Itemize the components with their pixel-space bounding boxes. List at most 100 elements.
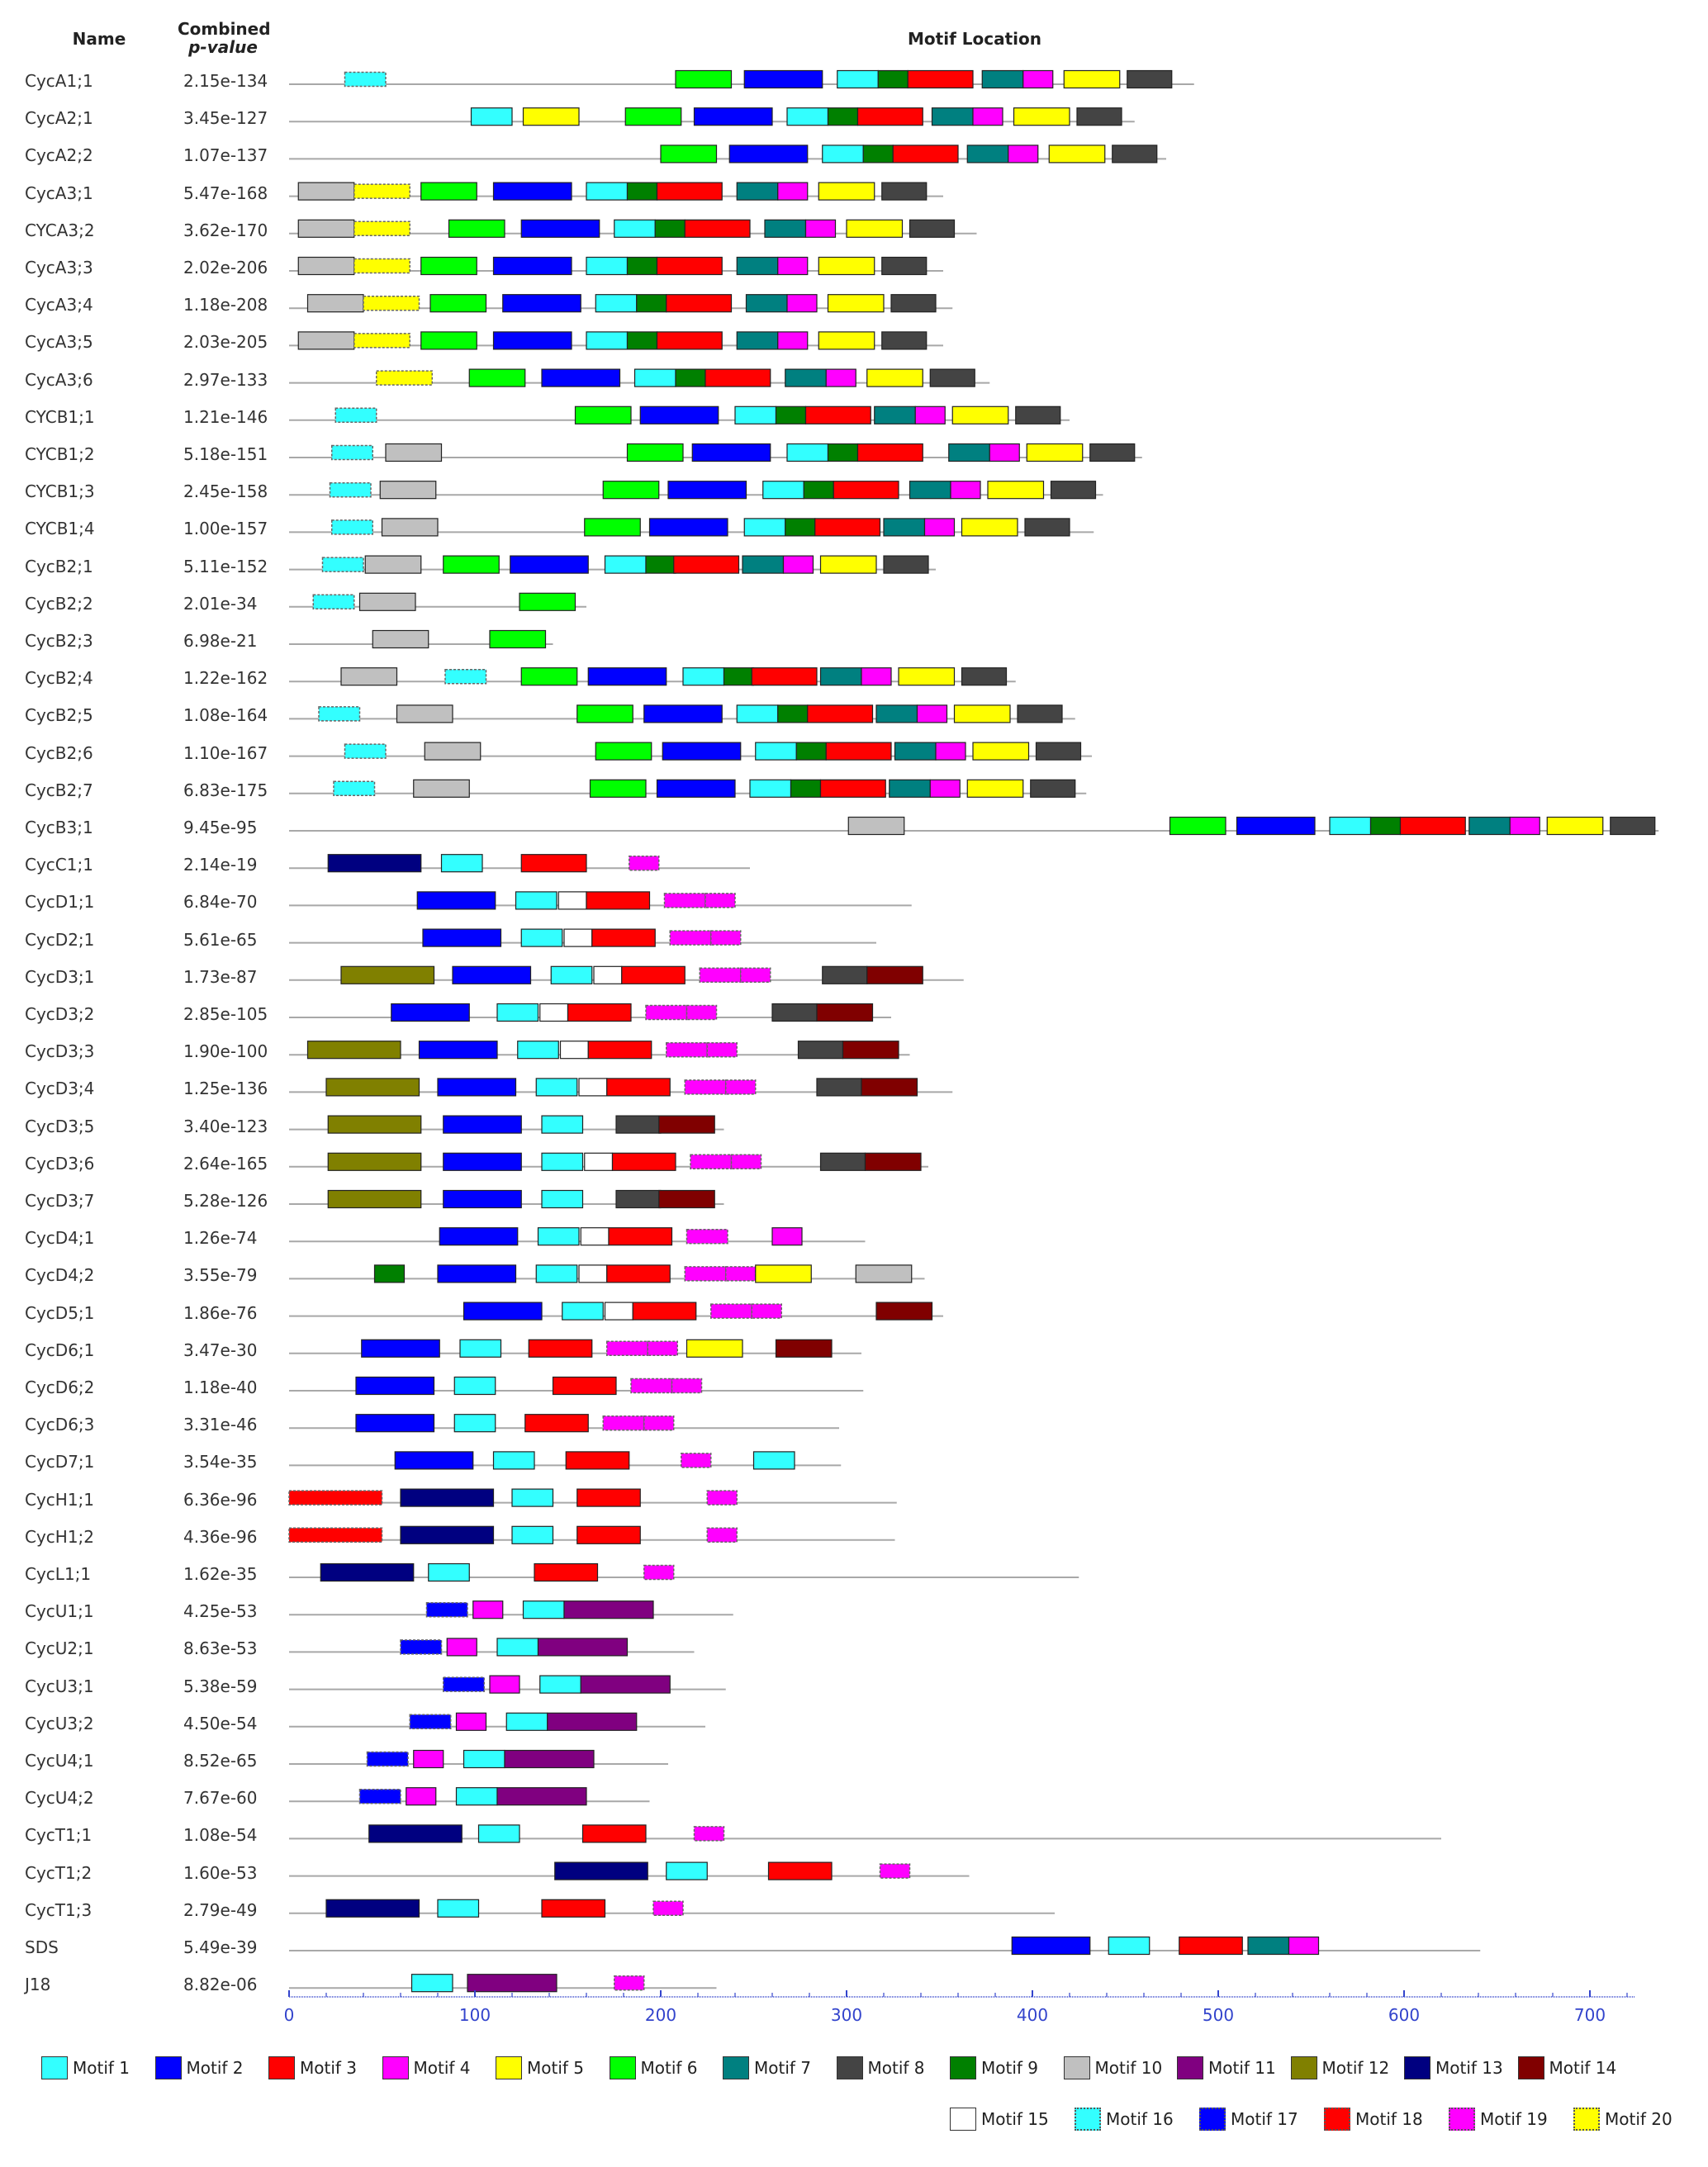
motif-box [1288, 1936, 1320, 1956]
motif-box [866, 965, 923, 984]
gene-name: CycD6;3 [25, 1415, 95, 1435]
motif-box [353, 258, 410, 274]
motif-box [666, 294, 733, 313]
motif-box [519, 592, 576, 611]
motif-box [856, 107, 923, 126]
gene-name: CycC1;1 [25, 855, 93, 875]
motif-box [320, 1562, 415, 1582]
motif-box [574, 405, 632, 424]
gene-name: CycB2;2 [25, 593, 93, 614]
motif-box [909, 219, 956, 238]
motif-box [785, 518, 816, 537]
motif-box [914, 405, 946, 424]
motif-box [636, 294, 667, 313]
motif-box [355, 1414, 435, 1433]
motif-box [606, 1340, 648, 1357]
motif-box [443, 555, 500, 574]
gene-name: CycU4;2 [25, 1788, 94, 1809]
gene-pvalue: 3.55e-79 [183, 1265, 258, 1286]
motif-box [522, 107, 580, 126]
motif-box [827, 107, 859, 126]
motif-box [448, 219, 505, 238]
motif-box [1236, 816, 1316, 836]
motif-box [344, 743, 387, 759]
gene-name: CycU3;2 [25, 1713, 94, 1733]
motif-box [833, 481, 899, 500]
legend-label: Motif 18 [1355, 2109, 1423, 2129]
gene-pvalue: 2.15e-134 [183, 71, 268, 91]
gene-pvalue: 1.08e-54 [183, 1825, 258, 1846]
motif-box [353, 333, 410, 349]
legend-item: Motif 14 [1517, 2056, 1617, 2079]
motif-box [358, 592, 416, 611]
gene-name: CycB2;5 [25, 705, 93, 726]
legend-label: Motif 10 [1094, 2058, 1163, 2078]
legend-swatch [836, 2056, 863, 2079]
legend-label: Motif 4 [413, 2058, 471, 2078]
motif-box [764, 219, 807, 238]
motif-box [961, 518, 1018, 537]
motif-box [443, 1152, 522, 1171]
gene-pvalue: 5.18e-151 [183, 444, 268, 464]
motif-box [877, 69, 909, 89]
gene-pvalue: 3.47e-30 [183, 1340, 258, 1360]
motif-box [453, 1414, 496, 1433]
motif-box [541, 1152, 584, 1171]
gene-pvalue: 5.11e-152 [183, 556, 268, 576]
motif-box [795, 742, 827, 761]
motif-box [595, 294, 638, 313]
motif-box [777, 182, 809, 201]
motif-box [961, 667, 1008, 686]
motif-box [413, 1749, 444, 1769]
motif-box [890, 294, 937, 313]
motif-box [775, 1339, 833, 1358]
motif-box [515, 891, 557, 910]
motif-box [505, 1712, 548, 1731]
motif-box [443, 1189, 522, 1209]
pvalue-column-header: Combined p-value [178, 20, 271, 56]
motif-box [667, 481, 747, 500]
legend-item: Motif 15 [950, 2108, 1049, 2131]
motif-box [931, 107, 974, 126]
motif-box [334, 407, 377, 424]
motif-box [492, 331, 572, 350]
motif-box [740, 967, 771, 984]
gene-pvalue: 1.22e-162 [183, 668, 268, 689]
motif-box [355, 1376, 435, 1396]
gene-name: CycU3;1 [25, 1676, 94, 1696]
gene-pvalue: 1.26e-74 [183, 1228, 258, 1249]
gene-pvalue: 3.62e-170 [183, 220, 268, 240]
gene-pvalue: 5.61e-65 [183, 929, 258, 950]
motif-box [736, 331, 779, 350]
gene-name: CycL1;1 [25, 1564, 92, 1584]
motif-box [929, 779, 961, 798]
legend-swatch [154, 2056, 182, 2079]
motif-box [595, 742, 652, 761]
legend-item: Motif 10 [1063, 2056, 1163, 2079]
motif-box [643, 1415, 675, 1431]
gene-pvalue: 1.60e-53 [183, 1862, 258, 1883]
motif-box [528, 1339, 593, 1358]
motif-box [591, 928, 656, 947]
motif-box [705, 368, 771, 387]
motif-box [379, 481, 437, 500]
motif-box [321, 557, 364, 572]
motif-box [723, 667, 755, 686]
motif-box [288, 1527, 383, 1543]
motif-box [363, 295, 420, 311]
motif-box [576, 704, 633, 723]
legend-label: Motif 14 [1549, 2058, 1617, 2078]
gene-name: CycD5;1 [25, 1302, 95, 1323]
motif-box [353, 183, 410, 199]
motif-box [444, 668, 487, 685]
motif-box [1089, 443, 1136, 462]
motif-box [614, 219, 656, 238]
motif-box [443, 1676, 485, 1692]
legend-swatch [496, 2056, 522, 2079]
motif-box [1369, 816, 1402, 836]
gene-name: CycD3;6 [25, 1153, 95, 1174]
motif-box [520, 928, 563, 947]
motif-box [652, 1900, 684, 1917]
legend-item: Motif 16 [1075, 2108, 1174, 2131]
motif-box [306, 1041, 401, 1060]
